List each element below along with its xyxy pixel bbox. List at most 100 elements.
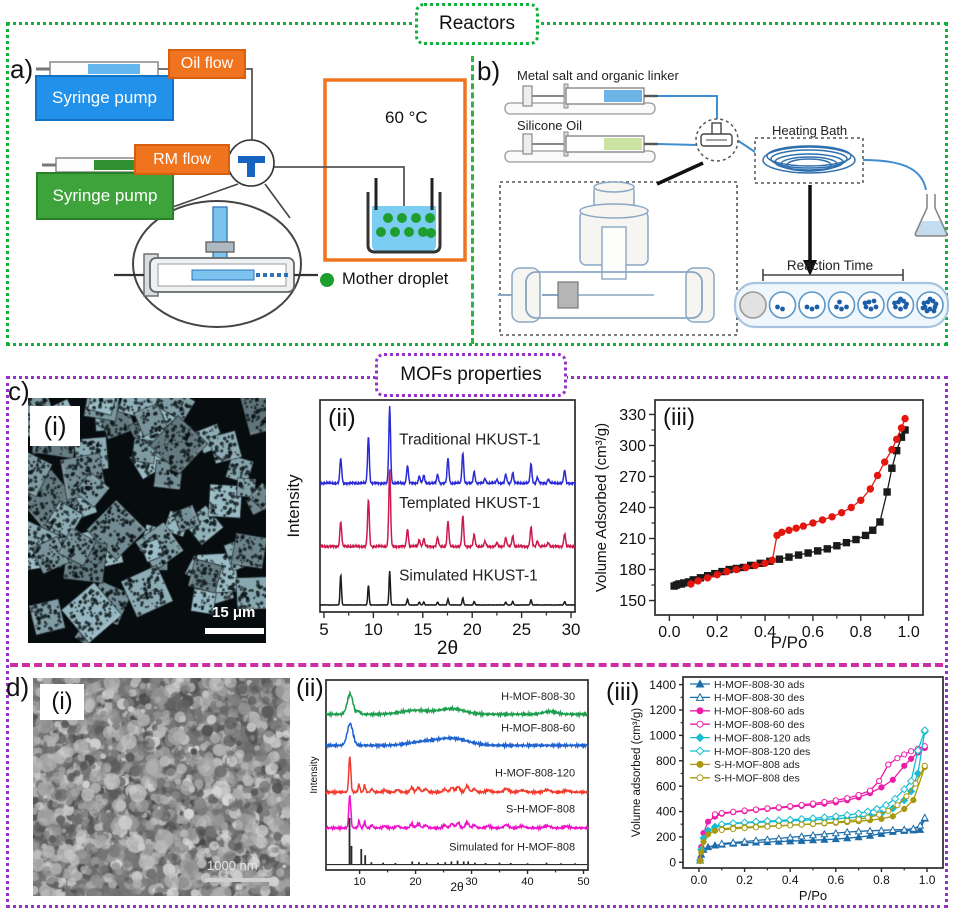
svg-text:0.6: 0.6 bbox=[802, 624, 824, 641]
svg-text:15: 15 bbox=[413, 620, 432, 639]
svg-text:0.4: 0.4 bbox=[782, 873, 799, 887]
mofs-title-text: MOFs properties bbox=[400, 364, 542, 385]
svg-text:400: 400 bbox=[656, 805, 676, 819]
syringe-blue bbox=[36, 61, 169, 77]
panel-a-b-divider bbox=[471, 56, 474, 344]
svg-text:300: 300 bbox=[619, 438, 646, 455]
scalebar-c-label: 15 μm bbox=[212, 604, 256, 621]
svg-text:2θ: 2θ bbox=[450, 880, 464, 894]
svg-text:P/Po: P/Po bbox=[799, 888, 827, 903]
svg-text:0.2: 0.2 bbox=[706, 624, 728, 641]
reactors-schematic bbox=[36, 61, 950, 336]
svg-text:210: 210 bbox=[619, 531, 646, 548]
svg-text:2θ: 2θ bbox=[437, 638, 458, 659]
svg-text:H-MOF-808-120 des: H-MOF-808-120 des bbox=[714, 746, 810, 758]
svg-text:30: 30 bbox=[465, 876, 477, 888]
svg-text:30: 30 bbox=[562, 620, 581, 639]
svg-text:S-H-MOF-808 ads: S-H-MOF-808 ads bbox=[714, 759, 800, 771]
svg-text:Templated HKUST-1: Templated HKUST-1 bbox=[399, 495, 540, 512]
svg-text:1200: 1200 bbox=[649, 703, 676, 717]
svg-text:0: 0 bbox=[669, 855, 676, 869]
svg-text:40: 40 bbox=[521, 876, 533, 888]
syringe-1-label: Metal salt and organic linker bbox=[517, 68, 679, 83]
svg-text:0.6: 0.6 bbox=[827, 873, 844, 887]
scalebar-d bbox=[205, 878, 277, 882]
svg-text:0.0: 0.0 bbox=[691, 873, 708, 887]
syringe-station-1 bbox=[504, 83, 658, 115]
svg-text:Intensity: Intensity bbox=[284, 474, 303, 538]
svg-text:50: 50 bbox=[577, 876, 589, 888]
panel-d-label: d) bbox=[6, 672, 30, 702]
svg-text:Volume adsorbed (cm³/g): Volume adsorbed (cm³/g) bbox=[631, 708, 643, 837]
down-arrow bbox=[803, 185, 817, 276]
panel-c-iii-label: (iii) bbox=[663, 404, 695, 431]
svg-text:0.8: 0.8 bbox=[850, 624, 872, 641]
svg-text:0.2: 0.2 bbox=[736, 873, 753, 887]
reactors-title: Reactors bbox=[415, 3, 539, 45]
mother-droplet-label: Mother droplet bbox=[342, 270, 449, 288]
big-t-junction-device bbox=[498, 181, 715, 323]
panel-d-i-label: (i) bbox=[40, 684, 84, 720]
syringe-2-label: Silicone Oil bbox=[517, 118, 583, 133]
svg-text:Simulated HKUST-1: Simulated HKUST-1 bbox=[399, 567, 538, 584]
svg-text:1.0: 1.0 bbox=[919, 873, 936, 887]
svg-text:H-MOF-808-30 des: H-MOF-808-30 des bbox=[714, 692, 804, 704]
bath-temperature: 60 °C bbox=[385, 108, 428, 127]
svg-text:200: 200 bbox=[656, 830, 676, 844]
svg-text:270: 270 bbox=[619, 469, 646, 486]
heating-bath-coil bbox=[754, 137, 864, 184]
svg-text:0.4: 0.4 bbox=[754, 624, 776, 641]
tubing-blue bbox=[657, 95, 927, 191]
syringe-station-2 bbox=[504, 131, 658, 163]
svg-text:H-MOF-808-60: H-MOF-808-60 bbox=[501, 722, 575, 734]
svg-text:330: 330 bbox=[619, 407, 646, 424]
t-junction-b bbox=[695, 118, 739, 162]
oil-flow-tag: Oil flow bbox=[168, 49, 246, 79]
panel-a-label: a) bbox=[10, 54, 34, 84]
mother-droplets bbox=[376, 213, 436, 238]
reactors-title-text: Reactors bbox=[438, 13, 516, 34]
mother-droplet-legend: Mother droplet bbox=[320, 270, 448, 289]
droplet-icon bbox=[320, 272, 334, 287]
isotherm-chart-hkust: 0.0 0.2 0.4 0.6 0.8 1.0 150 180 210 240 270 300 330 P… bbox=[593, 399, 924, 652]
svg-text:Simulated for H-MOF-808: Simulated for H-MOF-808 bbox=[449, 842, 575, 854]
scalebar-c bbox=[205, 628, 264, 634]
t-junction-detail bbox=[114, 206, 318, 297]
svg-text:P/Po: P/Po bbox=[771, 633, 808, 652]
xrd-chart-hkust: 5 10 15 20 25 30 2θ Intensity Traditional HKUST-… bbox=[284, 399, 581, 659]
svg-text:H-MOF-808-60 ads: H-MOF-808-60 ads bbox=[714, 706, 804, 718]
reaction-tube bbox=[733, 269, 950, 329]
svg-text:0.8: 0.8 bbox=[873, 873, 890, 887]
panel-c-i-label: (i) bbox=[30, 406, 80, 446]
svg-text:180: 180 bbox=[619, 562, 646, 579]
svg-text:1400: 1400 bbox=[649, 678, 676, 692]
svg-text:H-MOF-808-120: H-MOF-808-120 bbox=[495, 768, 575, 780]
panel-d-iii-label: (iii) bbox=[606, 678, 640, 706]
svg-text:20: 20 bbox=[409, 876, 421, 888]
svg-text:H-MOF-808-60 des: H-MOF-808-60 des bbox=[714, 719, 804, 731]
svg-text:Traditional HKUST-1: Traditional HKUST-1 bbox=[399, 432, 541, 449]
rm-flow-tag: RM flow bbox=[134, 144, 230, 175]
svg-text:800: 800 bbox=[656, 754, 676, 768]
svg-text:0.0: 0.0 bbox=[658, 624, 680, 641]
syringe-pump-green: Syringe pump bbox=[36, 172, 174, 220]
svg-text:600: 600 bbox=[656, 779, 676, 793]
scalebar-d-label: 1000 nm bbox=[207, 858, 258, 873]
mofs-title: MOFs properties bbox=[375, 353, 567, 397]
panel-c-ii-label: (ii) bbox=[328, 404, 356, 432]
svg-text:S-H-MOF-808 des: S-H-MOF-808 des bbox=[714, 773, 800, 785]
t-junction-small bbox=[227, 139, 275, 187]
panel-c-label: c) bbox=[8, 376, 30, 406]
svg-text:25: 25 bbox=[512, 620, 531, 639]
reaction-time-label: Reaction Time bbox=[786, 258, 874, 273]
svg-text:10: 10 bbox=[353, 876, 365, 888]
svg-text:5: 5 bbox=[319, 620, 328, 639]
svg-text:Volume Adsorbed (cm³/g): Volume Adsorbed (cm³/g) bbox=[593, 423, 610, 592]
svg-text:1.0: 1.0 bbox=[898, 624, 920, 641]
heating-bath-label: Heating Bath bbox=[772, 123, 848, 138]
panel-b-label: b) bbox=[477, 56, 501, 86]
svg-text:H-MOF-808-30: H-MOF-808-30 bbox=[501, 691, 575, 703]
flask bbox=[914, 194, 948, 237]
svg-text:Intensity: Intensity bbox=[309, 756, 320, 793]
